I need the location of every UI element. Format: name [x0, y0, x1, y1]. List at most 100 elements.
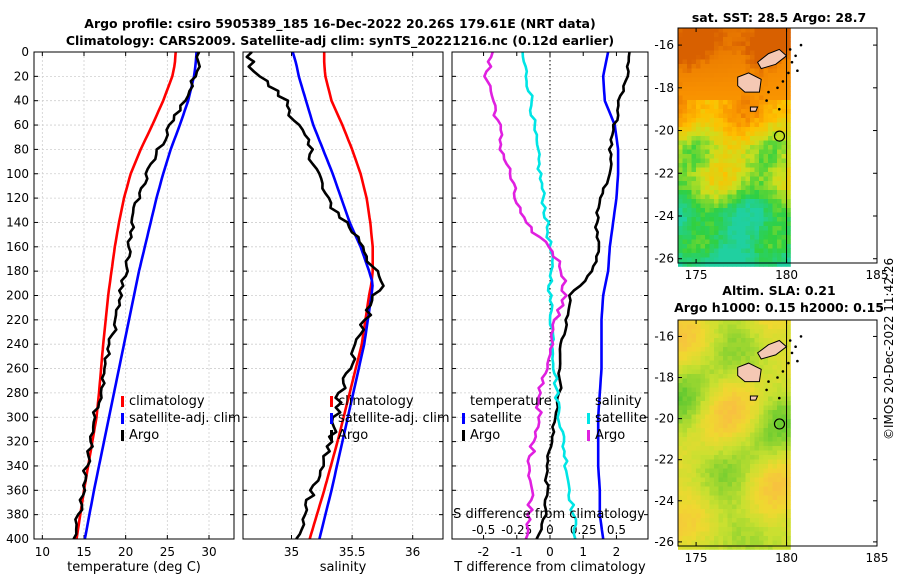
map-cell	[691, 495, 697, 501]
map-cell	[777, 149, 782, 155]
map-cell	[705, 172, 710, 177]
map-cell	[687, 109, 692, 114]
map-cell	[705, 518, 710, 523]
map-cell	[718, 95, 724, 101]
map-cell	[745, 253, 751, 258]
map-cell	[732, 378, 737, 384]
map-cell	[745, 185, 751, 191]
map-cell	[763, 477, 769, 483]
map-cell	[678, 396, 683, 402]
sst-map-title: sat. SST: 28.5 Argo: 28.7	[692, 10, 866, 25]
map-cell	[745, 495, 751, 501]
map-cell	[714, 423, 719, 429]
map-cell	[705, 437, 710, 442]
map-cell	[759, 338, 764, 343]
map-cell	[727, 396, 733, 402]
map-cell	[696, 410, 701, 415]
map-cell	[732, 217, 737, 222]
map-cell	[727, 37, 733, 42]
map-cell	[691, 365, 697, 370]
map-cell	[732, 468, 737, 474]
map-cell	[759, 190, 764, 195]
map-cell	[687, 369, 692, 375]
map-cell	[714, 396, 719, 402]
map-cell	[745, 342, 751, 348]
map-cell	[714, 392, 719, 397]
map-cell	[750, 37, 755, 42]
map-cell	[714, 253, 719, 258]
map-cell	[700, 356, 706, 361]
map-cell	[700, 127, 706, 132]
map-cell	[781, 450, 787, 456]
map-cell	[700, 423, 706, 429]
map-cell	[687, 136, 692, 141]
map-cell	[745, 536, 751, 541]
map-cell	[700, 351, 706, 357]
map-cell	[709, 536, 715, 541]
map-cell	[718, 41, 724, 47]
map-cell	[732, 338, 737, 343]
map-cell	[709, 208, 715, 213]
map-cell	[723, 86, 728, 92]
map-cell	[709, 55, 715, 60]
map-cell	[754, 414, 760, 420]
map-cell	[727, 450, 733, 456]
map-cell	[696, 64, 701, 69]
map-cell	[759, 405, 764, 411]
map-cell	[678, 199, 683, 204]
map-cell	[745, 41, 751, 47]
map-cell	[687, 208, 692, 213]
map-cell	[736, 459, 742, 465]
lon-tick-label: 175	[685, 268, 708, 282]
map-cell	[759, 374, 764, 379]
map-cell	[678, 100, 683, 105]
map-cell	[745, 401, 751, 406]
map-cell	[691, 136, 697, 141]
map-cell	[727, 82, 733, 87]
map-cell	[687, 396, 692, 402]
map-cell	[705, 387, 710, 393]
map-cell	[700, 468, 706, 474]
map-cell	[691, 28, 697, 33]
map-cell	[759, 459, 764, 465]
map-cell	[709, 468, 715, 474]
map-cell	[723, 405, 728, 411]
map-cell	[759, 113, 764, 119]
map-cell	[772, 378, 778, 384]
map-cell	[763, 235, 769, 240]
map-cell	[768, 203, 773, 209]
map-cell	[759, 257, 764, 263]
map-cell	[691, 194, 697, 200]
map-cell	[781, 387, 787, 393]
map-cell	[754, 181, 760, 186]
map-cell	[754, 253, 760, 258]
y-tick-label: 280	[6, 386, 29, 400]
map-cell	[750, 244, 755, 249]
map-cell	[696, 113, 701, 119]
map-cell	[727, 365, 733, 370]
map-cell	[723, 82, 728, 87]
map-cell	[682, 446, 688, 451]
map-cell	[745, 333, 751, 339]
map-cell	[682, 176, 688, 182]
map-cell	[709, 365, 715, 370]
map-cell	[750, 230, 755, 236]
map-cell	[781, 86, 787, 92]
x-tick-label: -1	[511, 545, 523, 559]
map-cell	[772, 221, 778, 227]
map-cell	[714, 64, 719, 69]
map-cell	[772, 82, 778, 87]
map-cell	[732, 208, 737, 213]
map-cell	[696, 32, 701, 38]
map-cell	[700, 504, 706, 510]
map-cell	[696, 95, 701, 101]
map-cell	[781, 172, 787, 177]
map-cell	[777, 257, 782, 263]
map-cell	[687, 509, 692, 514]
map-cell	[678, 419, 683, 424]
map-cell	[786, 32, 791, 38]
map-cell	[781, 221, 787, 227]
map-cell	[709, 203, 715, 209]
map-cell	[763, 459, 769, 465]
map-cell	[759, 383, 764, 388]
